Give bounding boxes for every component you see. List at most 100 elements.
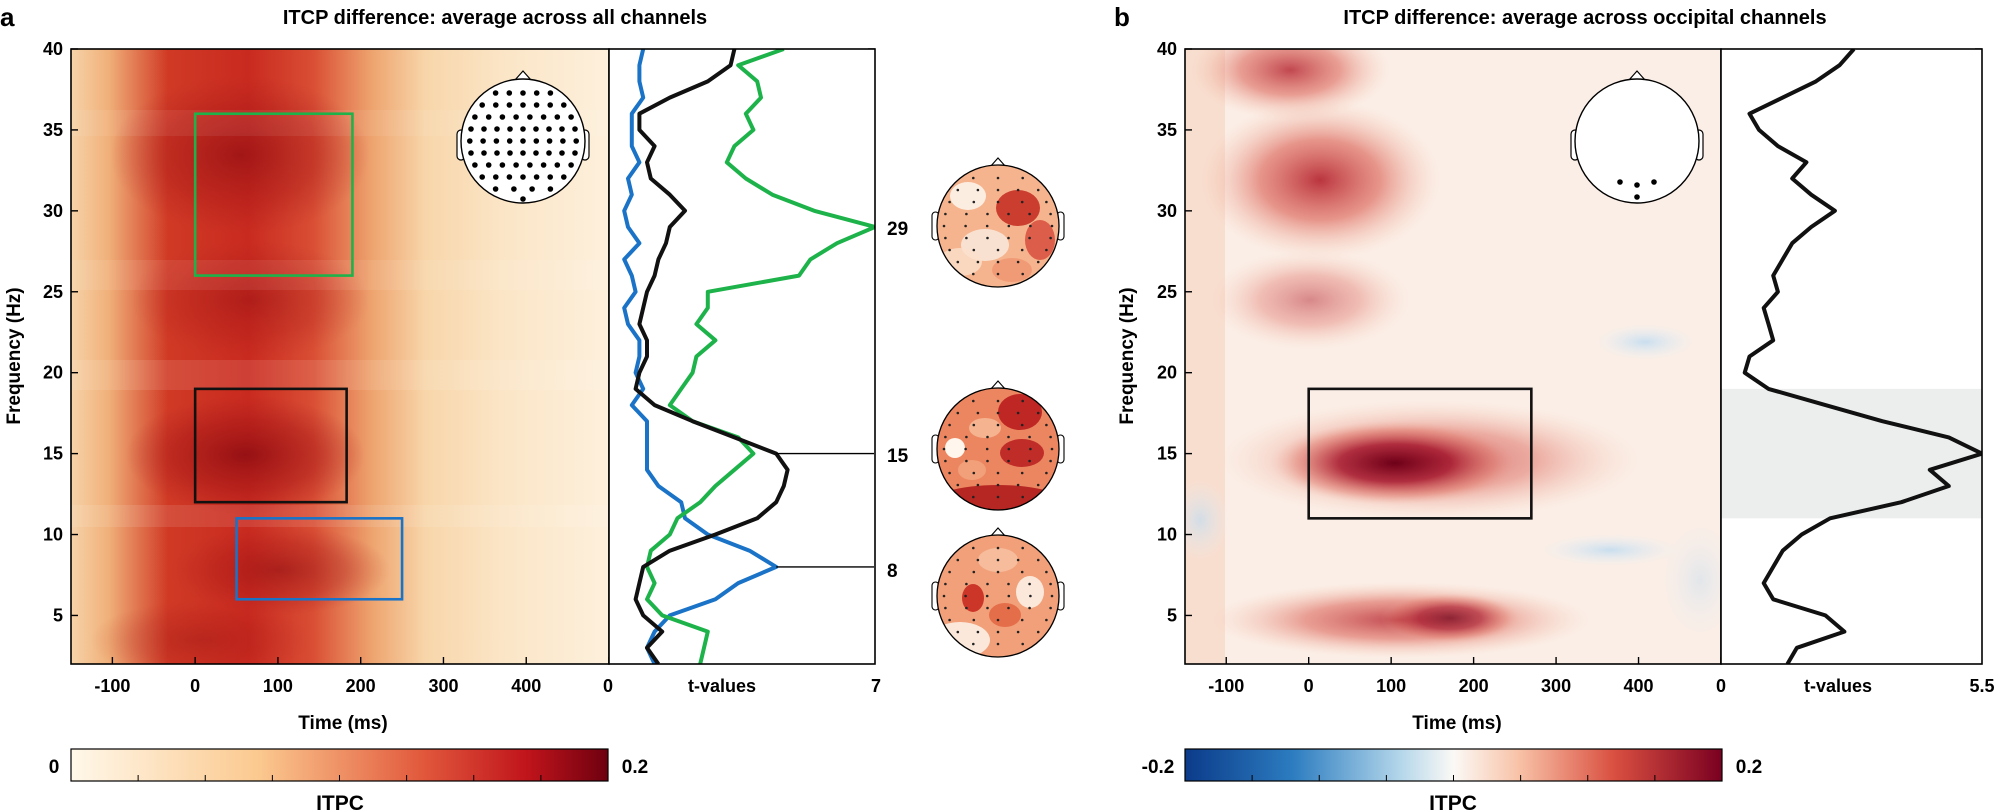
electrode-dot	[480, 138, 486, 144]
electrode-dot	[547, 186, 554, 192]
colorbar-min-a: 0	[49, 757, 60, 778]
topomap-electrode	[956, 558, 960, 562]
tvalue-frame-b	[1720, 48, 1983, 665]
tvalue-tick-max-a: 7	[871, 676, 881, 696]
topomap-electrode	[942, 594, 946, 598]
black-roi	[193, 387, 348, 504]
topomap-electrode	[996, 558, 1000, 562]
y-tick-label: 10	[43, 525, 63, 545]
topomap-connectors	[776, 226, 875, 568]
y-axis-label-a: Frequency (Hz)	[4, 287, 25, 424]
topomap-electrode	[1016, 483, 1020, 487]
topomap-electrode	[996, 200, 1000, 204]
topomap-electrode	[1016, 630, 1020, 634]
topomap-15hz	[931, 380, 1065, 511]
y-tick-label: 35	[1157, 120, 1177, 140]
topomap-electrode	[985, 447, 989, 451]
topomap-electrode	[996, 260, 1000, 264]
topomap-electrode	[1036, 558, 1040, 562]
topomap-electrode	[996, 248, 1000, 252]
head-schematic-all-channels	[456, 70, 590, 204]
electrode-dot	[573, 138, 579, 144]
topomap-electrode	[972, 471, 976, 475]
topomap-electrode	[1021, 495, 1024, 499]
topomap-electrode	[1007, 224, 1011, 228]
y-tick-label: 20	[43, 363, 63, 383]
topomap-electrode	[965, 236, 968, 240]
topomap-electrode	[956, 260, 960, 264]
electrode-dot	[492, 90, 499, 96]
topomap-electrode	[1020, 570, 1024, 574]
chart-title-b: ITCP difference: average across occipita…	[1343, 7, 1826, 29]
electrode-dot	[506, 90, 513, 96]
topomap-electrode	[1020, 248, 1024, 252]
x-tick-label: 400	[1624, 676, 1654, 696]
black-roi	[1307, 387, 1533, 520]
x-axis-label-a: Time (ms)	[298, 713, 387, 734]
electrode-dot	[560, 138, 566, 144]
electrode-dot	[472, 114, 478, 120]
electrode-dot	[499, 162, 506, 168]
topomap-electrode	[985, 224, 989, 228]
y-tick-label: 25	[43, 282, 63, 302]
topomap-electrode	[1007, 459, 1010, 463]
topomap-electrode	[996, 570, 1000, 574]
tvalue-line-black	[633, 49, 790, 664]
topomap-electrode	[1045, 248, 1048, 252]
topomap-electrode	[996, 471, 1000, 475]
x-tick-label: 100	[263, 676, 293, 696]
axes-b: 5 10 15 20 25 30 35 40 -100 0 100 200 300 400	[1157, 39, 1982, 696]
topomap-electrode	[1050, 447, 1054, 451]
topomap-electrode	[972, 618, 976, 622]
electrode-dot	[540, 114, 547, 120]
topomap-electrode	[996, 188, 1000, 192]
x-tick-label: 0	[1304, 676, 1314, 696]
electrode-dot	[533, 174, 540, 180]
topomap-electrode	[976, 558, 980, 562]
roi-boxes-b	[1307, 387, 1533, 520]
topomap-electrode	[948, 200, 951, 204]
electrode-dot	[513, 114, 519, 120]
y-tick-label: 15	[1157, 444, 1177, 464]
electrode-dot	[554, 114, 561, 120]
topomap-electrode	[1020, 423, 1024, 427]
topomap-electrode	[1049, 606, 1052, 610]
topomap-electrode	[1029, 594, 1032, 598]
electrode-dot	[506, 102, 513, 108]
tvalue-lines-b	[1742, 49, 1982, 664]
topomap-electrode	[1021, 399, 1024, 403]
topomap-electrode	[942, 224, 946, 228]
head-schematic-occipital-channels	[1570, 70, 1704, 204]
topomap-electrode	[972, 546, 975, 550]
topomap-electrode	[996, 399, 1000, 403]
electrode-dot	[546, 126, 552, 132]
electrode-dot	[527, 114, 533, 120]
topomap-electrode	[972, 495, 975, 499]
electrode-dot	[520, 90, 526, 96]
electrode-dot	[546, 150, 552, 156]
electrode-dot	[507, 126, 513, 132]
topomap-electrode	[1021, 272, 1024, 276]
topomap-electrode	[1028, 606, 1031, 610]
topomap-electrode	[944, 459, 947, 463]
topomap-electrode	[1028, 236, 1031, 240]
topomap-electrode	[1007, 594, 1011, 598]
topomap-electrode	[965, 212, 968, 216]
topomap-electrode	[1016, 260, 1020, 264]
x-tick-label: 200	[346, 676, 376, 696]
y-tick-label: 25	[1157, 282, 1177, 302]
x-tick-label: 400	[511, 676, 541, 696]
topomap-electrode	[1049, 459, 1052, 463]
topomap-electrode	[972, 570, 976, 574]
electrode-dot	[481, 126, 487, 132]
topomap-electrode	[972, 399, 975, 403]
topomap-electrode	[986, 212, 989, 216]
electrode-dot	[533, 126, 539, 132]
tvalue-plot-b-bg	[1721, 49, 1982, 664]
topomap-electrode	[1049, 582, 1052, 586]
tvalue-line-black	[1742, 49, 1982, 664]
topomap-electrode	[1020, 618, 1024, 622]
electrode-dot	[561, 174, 567, 180]
tvalue-line-blue	[622, 49, 779, 664]
electrode-dot	[485, 114, 492, 120]
